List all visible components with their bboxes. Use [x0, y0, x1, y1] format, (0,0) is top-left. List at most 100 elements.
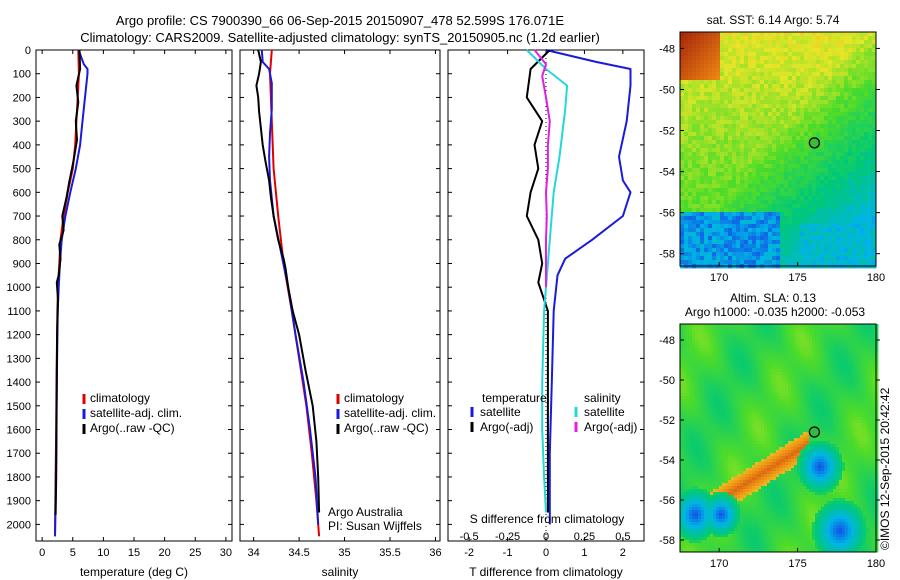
map-cell [689, 330, 693, 334]
map-cell [780, 240, 785, 245]
map-cell [692, 414, 696, 418]
map-cell [744, 252, 749, 257]
map-cell [713, 537, 717, 541]
map-cell [852, 108, 857, 113]
map-cell [808, 180, 813, 185]
map-cell [734, 456, 738, 460]
map-cell [713, 360, 717, 364]
map-cell [740, 495, 744, 499]
map-cell [708, 116, 713, 121]
map-cell [752, 108, 757, 113]
map-cell [725, 435, 729, 439]
map-cell [868, 176, 873, 181]
map-cell [749, 390, 753, 394]
map-cell [736, 188, 741, 193]
map-cell [784, 64, 789, 69]
map-cell [868, 192, 873, 197]
map-cell [724, 44, 729, 49]
map-cell [768, 248, 773, 253]
map-cell [695, 486, 699, 490]
map-cell [820, 92, 825, 97]
map-cell [864, 188, 869, 193]
map-cell [686, 531, 690, 535]
map-cell [788, 76, 793, 81]
map-cell [844, 152, 849, 157]
map-cell [852, 252, 857, 257]
map-cell [683, 507, 687, 511]
map-cell [724, 120, 729, 125]
map-cell [734, 426, 738, 430]
map-cell [707, 534, 711, 538]
map-cell [746, 363, 750, 367]
map-cell [719, 366, 723, 370]
map-cell [832, 208, 837, 213]
map-cell [743, 417, 747, 421]
map-cell [844, 120, 849, 125]
map-cell [689, 501, 693, 505]
map-cell [764, 188, 769, 193]
map-cell [689, 528, 693, 532]
map-cell [696, 256, 701, 261]
map-cell [746, 504, 750, 508]
map-cell [764, 220, 769, 225]
map-cell [792, 248, 797, 253]
map-cell [725, 381, 729, 385]
map-cell [852, 116, 857, 121]
map-cell [792, 192, 797, 197]
map-cell [872, 76, 877, 81]
map-cell [719, 498, 723, 502]
map-cell [744, 144, 749, 149]
map-cell [688, 104, 693, 109]
map-cell [852, 216, 857, 221]
map-cell [748, 84, 753, 89]
map-cell [689, 468, 693, 472]
map-cell [689, 510, 693, 514]
map-cell [720, 44, 725, 49]
map-cell [800, 40, 805, 45]
map-cell [704, 414, 708, 418]
map-cell [737, 408, 741, 412]
map-cell [780, 68, 785, 73]
map-cell [852, 156, 857, 161]
map-cell [852, 96, 857, 101]
map-cell [680, 196, 685, 201]
map-cell [808, 40, 813, 45]
map-cell [868, 236, 873, 241]
map-cell [732, 112, 737, 117]
map-cell [704, 260, 709, 265]
map-cell [856, 76, 861, 81]
map-cell [749, 345, 753, 349]
map-cell [868, 124, 873, 129]
map-cell [728, 486, 732, 490]
map-cell [852, 40, 857, 45]
map-cell [689, 522, 693, 526]
map-cell [722, 375, 726, 379]
map-cell [868, 184, 873, 189]
map-cell [800, 216, 805, 221]
map-cell [832, 240, 837, 245]
map-cell [698, 330, 702, 334]
map-cell [737, 435, 741, 439]
map-cell [720, 252, 725, 257]
map-cell [788, 192, 793, 197]
map-cell [716, 256, 721, 261]
map-cell [728, 429, 732, 433]
map-cell [720, 152, 725, 157]
map-cell [732, 136, 737, 141]
map-cell [737, 489, 741, 493]
map-cell [731, 474, 735, 478]
map-cell [689, 354, 693, 358]
map-cell [860, 56, 865, 61]
map-cell [832, 160, 837, 165]
map-cell [722, 414, 726, 418]
map-cell [808, 44, 813, 49]
map-cell [808, 100, 813, 105]
map-cell [749, 447, 753, 451]
map-cell [731, 339, 735, 343]
map-cell [796, 92, 801, 97]
map-cell [680, 100, 685, 105]
map-cell [804, 184, 809, 189]
map-cell [836, 196, 841, 201]
map-cell [716, 432, 720, 436]
map-cell [784, 116, 789, 121]
